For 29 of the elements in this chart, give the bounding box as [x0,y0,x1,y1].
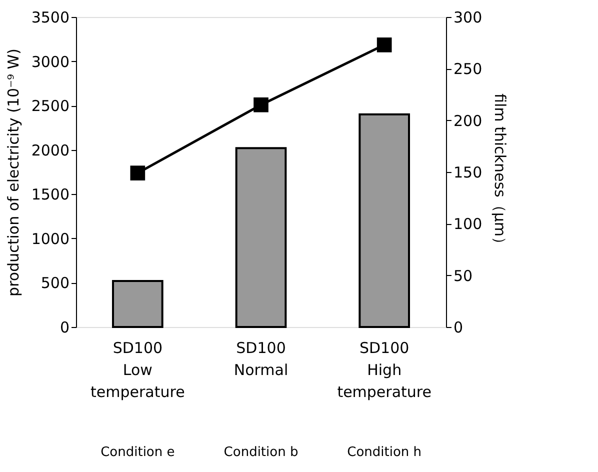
y2-tick-label: 100 [454,215,482,234]
bar [112,280,164,328]
y-tick-label: 1000 [31,230,70,248]
point [130,166,146,180]
y-tick-label: 2500 [31,97,70,116]
x-tick-label: SD100 Low temperature [90,339,185,401]
y2-tick-label: 200 [454,112,482,130]
x-tick-label: SD100 High temperature [337,339,432,401]
bar [358,113,410,328]
y-tick-label: 3000 [31,52,70,71]
point [254,97,268,112]
bar [235,147,287,328]
y-tick-label: 0 [60,318,70,336]
y2-axis-title: film thickness（μm） [491,93,510,252]
y2-tick-label: 150 [454,164,482,182]
y-tick-label: 1500 [31,186,70,204]
y2-tick-label: 0 [454,318,464,336]
y-tick-label: 2000 [31,141,70,160]
y-axis-title: production of electricity (10⁻⁹ W) [4,48,22,296]
x-tick-label: SD100 Normal [234,339,288,379]
y2-tick-label: 300 [454,8,482,26]
y2-tick-label: 50 [454,266,473,285]
point [376,37,392,52]
text: Condition b [224,445,298,460]
y2-tick-label: 250 [454,60,482,78]
text: Condition e [100,445,175,460]
y-tick-label: 3500 [31,8,70,26]
y-tick-label: 500 [40,274,70,292]
text: Condition h [347,445,422,460]
